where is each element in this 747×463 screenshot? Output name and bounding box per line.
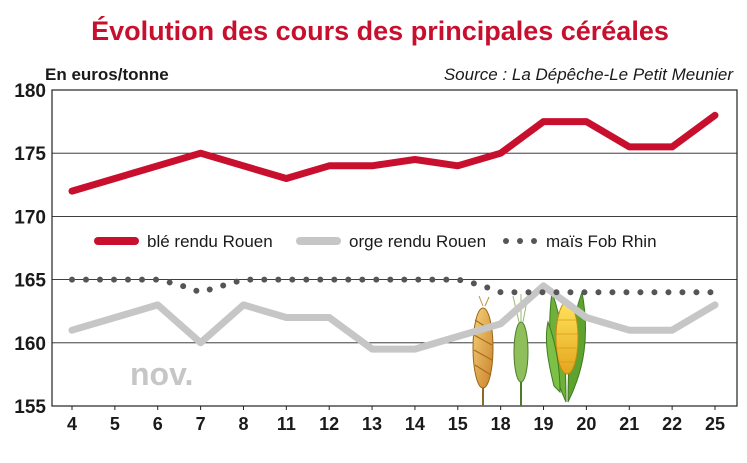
data-point-ble [283,162,290,169]
x-tick-label: 8 [238,414,248,434]
data-point-orge [540,314,547,321]
y-tick-label: 170 [14,207,46,228]
data-point-mais [411,276,418,283]
data-point-orge [240,314,247,321]
data-point-mais [240,276,247,283]
data-point-ble [497,118,504,125]
data-point-orge [283,314,290,321]
x-tick-label: 19 [534,414,554,434]
data-point-ble [540,143,547,150]
data-point-ble [69,188,76,195]
data-point-mais [111,276,118,283]
data-point-orge [626,327,633,334]
data-point-mais [626,289,633,296]
data-point-mais [69,276,76,283]
y-tick-label: 165 [14,271,46,292]
data-point-mais [283,276,290,283]
data-point-orge [326,346,333,353]
x-tick-label: 13 [362,414,382,434]
data-point-mais [326,276,333,283]
legend-swatch-mais-dot [531,238,537,244]
x-axis-ticks: 4 5 6 7 8 11 12 13 14 15 18 19 20 21 22 25 [67,406,725,434]
legend-label-orge: orge rendu Rouen [349,232,486,251]
data-point-mais [154,276,161,283]
y-axis-unit-label: En euros/tonne [45,65,169,84]
data-point-mais [712,289,719,296]
corn-cob-icon [545,290,587,403]
data-point-ble [369,162,376,169]
legend-label-mais: maïs Fob Rhin [546,232,657,251]
x-tick-label: 14 [405,414,425,434]
legend-item-ble: blé rendu Rouen [94,232,273,251]
data-point-ble [326,156,333,163]
data-point-orge [712,301,719,308]
x-tick-label: 12 [319,414,339,434]
data-point-ble [240,162,247,169]
y-tick-label: 175 [14,144,46,165]
data-point-mais [369,276,376,283]
data-point-orge [454,320,461,327]
y-tick-label: 155 [14,397,46,418]
x-tick-label: 18 [491,414,511,434]
series-line-ble [68,111,719,195]
data-point-ble [626,112,633,119]
y-tick-label: 160 [14,334,46,355]
data-point-mais [669,289,676,296]
data-point-ble [154,150,161,157]
x-tick-label: 7 [196,414,206,434]
data-point-mais [454,276,461,283]
legend-label-ble: blé rendu Rouen [147,232,273,251]
data-point-ble [712,112,719,119]
x-tick-label: 20 [576,414,596,434]
x-tick-label: 6 [153,414,163,434]
series-line-mais [69,276,718,296]
x-tick-label: 4 [67,414,77,434]
series-layer [68,111,719,353]
legend-swatch-mais-dot [503,238,509,244]
data-point-orge [583,327,590,334]
data-point-orge [669,301,676,308]
legend-item-orge: orge rendu Rouen [296,232,486,251]
data-point-ble [669,112,676,119]
data-point-orge [411,333,418,340]
chart-title: Évolution des cours des principales céré… [91,15,669,46]
x-tick-label: 25 [705,414,725,434]
data-point-ble [411,150,418,157]
data-point-ble [454,118,461,125]
data-point-orge [497,282,504,289]
y-axis-ticks: 155 160 165 170 175 180 [14,81,46,418]
x-tick-label: 11 [277,414,296,434]
legend: blé rendu Rouen orge rendu Rouen maïs Fo… [94,232,657,251]
x-tick-label: 22 [662,414,682,434]
data-point-orge [111,301,118,308]
x-tick-label: 15 [448,414,468,434]
data-point-mais [540,289,547,296]
series-line-orge [68,282,719,353]
x-tick-label: 5 [110,414,120,434]
month-annotation: nov. [130,356,193,392]
data-point-orge [154,339,161,346]
barley-ear-icon [512,294,529,406]
data-point-mais [497,289,504,296]
data-point-ble [583,143,590,150]
legend-item-mais: maïs Fob Rhin [503,232,657,251]
data-point-orge [69,327,76,334]
data-point-mais [583,289,590,296]
data-point-mais [197,289,204,296]
source-label: Source : La Dépêche-Le Petit Meunier [444,65,735,84]
y-tick-label: 180 [14,81,46,102]
x-tick-label: 21 [619,414,639,434]
data-point-ble [111,169,118,176]
gridlines [52,152,737,344]
legend-swatch-mais-dot [517,238,523,244]
data-point-orge [197,301,204,308]
data-point-ble [197,175,204,182]
data-point-orge [369,346,376,353]
